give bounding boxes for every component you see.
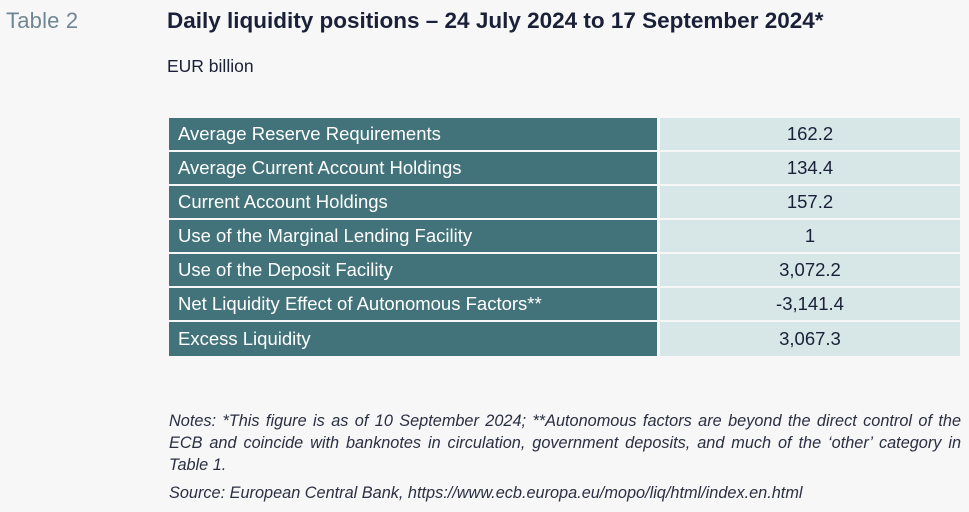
row-label: Use of the Marginal Lending Facility <box>169 220 660 254</box>
table-row: Net Liquidity Effect of Autonomous Facto… <box>169 288 960 322</box>
table-notes: Notes: *This figure is as of 10 Septembe… <box>169 412 961 474</box>
table-number-label: Table 2 <box>6 8 79 33</box>
row-value: 162.2 <box>660 118 960 152</box>
row-value: 1 <box>660 220 960 254</box>
row-label: Current Account Holdings <box>169 186 660 220</box>
row-label: Use of the Deposit Facility <box>169 254 660 288</box>
table-row: Use of the Deposit Facility 3,072.2 <box>169 254 960 288</box>
table-row: Average Current Account Holdings 134.4 <box>169 152 960 186</box>
unit-label: EUR billion <box>167 56 254 76</box>
table-row: Current Account Holdings 157.2 <box>169 186 960 220</box>
table-title: Daily liquidity positions – 24 July 2024… <box>167 8 824 33</box>
row-label: Excess Liquidity <box>169 322 660 356</box>
row-label: Net Liquidity Effect of Autonomous Facto… <box>169 288 660 322</box>
table-row: Average Reserve Requirements 162.2 <box>169 118 960 152</box>
row-label: Average Reserve Requirements <box>169 118 660 152</box>
table-row: Excess Liquidity 3,067.3 <box>169 322 960 356</box>
table-row: Use of the Marginal Lending Facility 1 <box>169 220 960 254</box>
row-value: 157.2 <box>660 186 960 220</box>
row-value: -3,141.4 <box>660 288 960 322</box>
liquidity-table: Average Reserve Requirements 162.2 Avera… <box>169 118 960 356</box>
row-value: 3,067.3 <box>660 322 960 356</box>
row-value: 3,072.2 <box>660 254 960 288</box>
row-value: 134.4 <box>660 152 960 186</box>
source-citation: Source: European Central Bank, https://w… <box>169 484 803 502</box>
row-label: Average Current Account Holdings <box>169 152 660 186</box>
